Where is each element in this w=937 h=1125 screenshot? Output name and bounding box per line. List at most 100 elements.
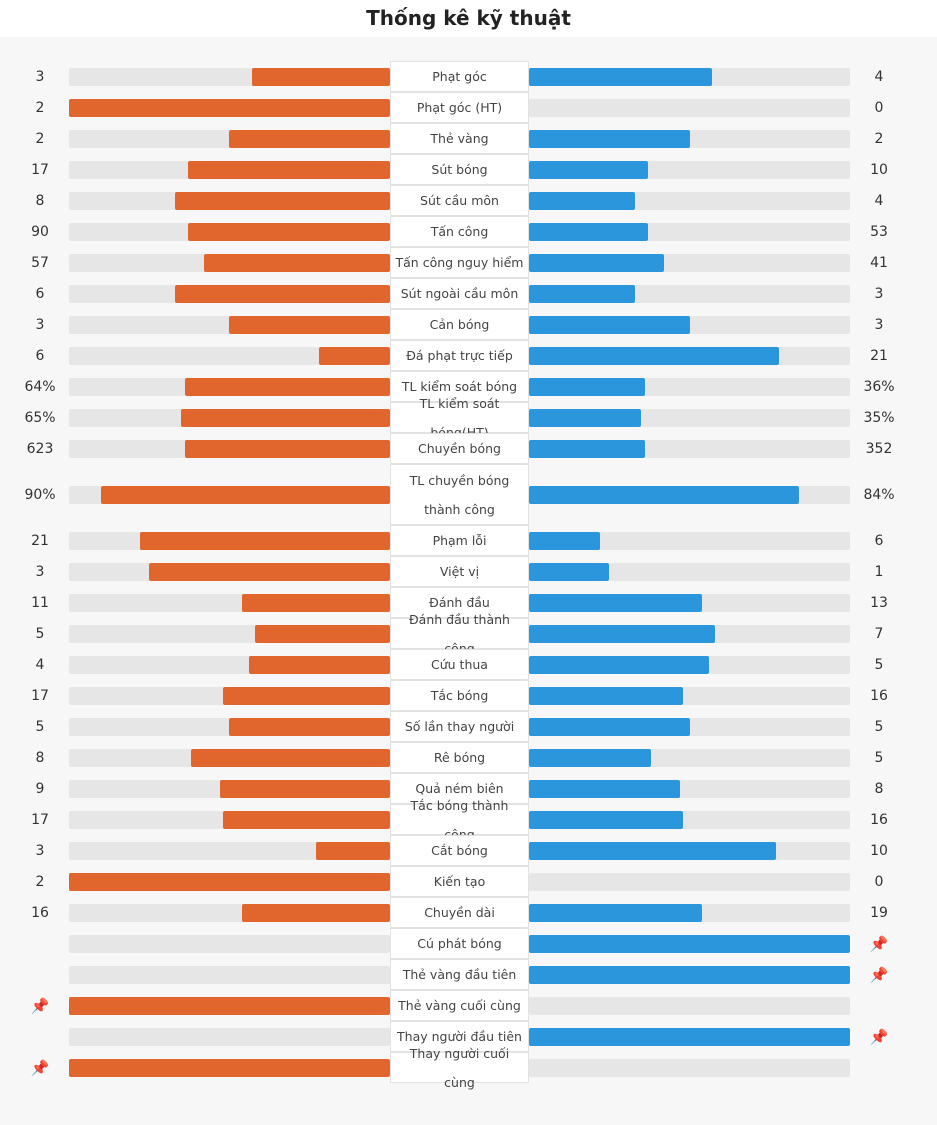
home-bar [252,67,390,86]
away-track [529,593,850,612]
home-track [69,408,390,427]
away-bar [529,346,779,365]
stat-row: 623 352 Chuyền bóng [0,433,937,464]
home-bar [175,191,390,210]
stat-label: Đá phạt trực tiếp [390,340,529,371]
away-value: 19 [870,904,888,921]
away-value: 13 [870,594,888,611]
away-bar [529,485,799,504]
away-bar [529,222,648,241]
stat-row: 6 3 Sút ngoài cầu môn [0,278,937,309]
stat-label: Cản bóng [390,309,529,340]
away-bar [529,593,702,612]
away-value: 36% [863,378,895,395]
away-value: 2 [874,130,884,147]
stat-label: TL chuyền bóng thành công [390,464,529,525]
home-track [69,129,390,148]
stat-row: 65% 35% TL kiểm soát bóng(HT) [0,396,937,440]
stat-row: 57 41 Tấn công nguy hiểm [0,247,937,278]
away-track [529,655,850,674]
away-value [849,990,909,1021]
home-track [69,98,390,117]
away-value: 3 [874,285,884,302]
home-value: 623 [26,440,54,457]
stat-row: 📌 Cú phát bóng [0,928,937,959]
stat-label: Đánh đầu [390,587,529,618]
home-value: 65% [24,409,56,426]
stat-row: 📌 Thay người đầu tiên [0,1021,937,1052]
home-value: 57 [31,254,49,271]
stat-row: 9 8 Quả ném biên [0,773,937,804]
home-value: 2 [35,99,45,116]
home-value: 9 [35,780,45,797]
home-bar [223,810,390,829]
stat-label: Thẻ vàng cuối cùng [390,990,529,1021]
stat-row: 17 16 Tắc bóng [0,680,937,711]
page-title: Thống kê kỹ thuật [366,6,571,30]
stat-row: 📌 Thẻ vàng đầu tiên [0,959,937,990]
home-value: 90 [31,223,49,240]
away-track [529,779,850,798]
away-track [529,562,850,581]
away-track [529,485,850,504]
home-value: 3 [35,316,45,333]
home-track [69,315,390,334]
away-value: 16 [870,687,888,704]
away-bar [529,315,690,334]
away-value: 4 [874,192,884,209]
home-bar [319,346,390,365]
home-value: 2 [35,130,45,147]
away-value: 4 [874,68,884,85]
away-track [529,346,850,365]
away-track [529,377,850,396]
away-track [529,686,850,705]
away-bar [529,284,635,303]
home-value: 6 [35,347,45,364]
pin-icon: 📌 [869,1027,889,1046]
home-bar [140,531,390,550]
away-value: 10 [870,842,888,859]
home-bar [249,655,390,674]
home-track [69,1058,390,1077]
home-bar [188,160,390,179]
home-bar [175,284,390,303]
stat-label: Thay người đầu tiên [390,1021,529,1052]
home-track [69,67,390,86]
stat-row: 2 0 Kiến tạo [0,866,937,897]
home-bar [220,779,390,798]
home-value: 6 [35,285,45,302]
away-track [529,98,850,117]
stat-label: Cắt bóng [390,835,529,866]
away-bar [529,903,702,922]
home-value: 4 [35,656,45,673]
away-value: 0 [874,873,884,890]
home-value: 3 [35,842,45,859]
home-value: 5 [35,625,45,642]
stat-row: 5 7 Đánh đầu thành công [0,612,937,656]
stat-label: Chuyền bóng [390,433,529,464]
home-bar [229,717,390,736]
away-value: 21 [870,347,888,364]
away-bar [529,408,641,427]
away-value: 0 [874,99,884,116]
away-value: 3 [874,316,884,333]
stat-row: 4 5 Cứu thua [0,649,937,680]
away-value: 16 [870,811,888,828]
stat-row: 8 5 Rê bóng [0,742,937,773]
stat-label: Rê bóng [390,742,529,773]
stat-row: 5 5 Số lần thay người [0,711,937,742]
stat-row: 64% 36% TL kiểm soát bóng [0,371,937,402]
stat-row: 📌 Thay người cuối cùng [0,1046,937,1090]
home-track [69,253,390,272]
away-bar [529,810,683,829]
home-bar [229,315,390,334]
stats-panel: 3 4 Phạt góc 2 0 Phạt góc (HT) 2 2 Thẻ vàng 17 10 S… [0,37,937,1125]
home-track [69,284,390,303]
home-track [69,934,390,953]
away-track [529,408,850,427]
home-track [69,160,390,179]
home-value [10,928,70,959]
home-track [69,377,390,396]
home-track [69,346,390,365]
away-track [529,965,850,984]
